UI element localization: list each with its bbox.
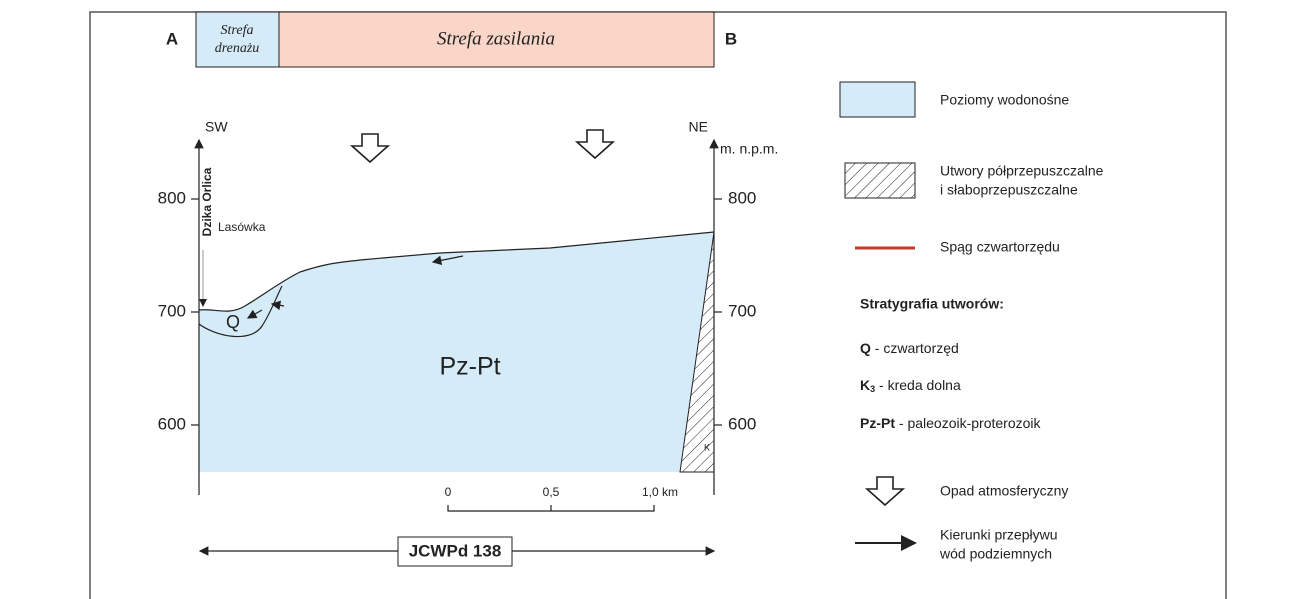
legend-unit: Q - czwartorzęd: [860, 340, 959, 356]
legend-label: Utwory półprzepuszczalne: [940, 163, 1104, 179]
scale-bar: [447, 505, 655, 512]
direction: SW: [205, 119, 228, 135]
legend-unit: K3 - kreda dolna: [860, 377, 961, 395]
legend-unit: Pz-Pt - paleozoik-proterozoik: [860, 415, 1042, 431]
text-part: K: [860, 377, 870, 393]
unit-pzpt: Pz-Pt: [439, 353, 500, 381]
unit-q: Q: [226, 312, 240, 332]
scale-label: 0: [445, 485, 452, 499]
marker: B: [725, 29, 737, 48]
surface: [198, 231, 715, 312]
drainage-zone: [195, 11, 280, 68]
legend-title: Stratygrafia utworów:: [860, 296, 1004, 312]
aquifer: [199, 232, 714, 472]
text-part: Pz-Pt: [860, 415, 895, 431]
text-part: 3: [870, 384, 875, 394]
text-part: - czwartorzęd: [871, 340, 959, 356]
zone-label: Strefa zasilania: [437, 28, 555, 49]
unit-k: K: [704, 442, 710, 452]
text-part: - kreda dolna: [875, 377, 961, 393]
ticks: [191, 198, 722, 426]
legend-label: i słaboprzepuszczalne: [940, 182, 1078, 198]
tick-label: 600: [728, 414, 756, 433]
stream-label: Lasówka: [218, 220, 266, 234]
legend-label: wód podziemnych: [939, 546, 1052, 562]
river-label: Dzika Orlica: [200, 167, 214, 236]
unit: m. n.p.m.: [720, 141, 778, 157]
legend-label: Kierunki przepływu: [940, 527, 1058, 543]
scale-label: 1,0 km: [642, 485, 678, 499]
scale-label: 0,5: [543, 485, 560, 499]
legend-swatch: [839, 81, 916, 118]
precipitation-arrow: [349, 133, 391, 164]
text-part: Q: [860, 340, 871, 356]
legend-label: Poziomy wodonośne: [940, 92, 1069, 108]
direction: NE: [689, 119, 708, 135]
flow-arrow: [270, 300, 285, 311]
legend-swatch: [844, 162, 916, 199]
zone-label: Strefa: [221, 23, 254, 38]
legend-swatch: [864, 476, 906, 507]
body-box: [397, 536, 513, 567]
recharge-zone: [278, 11, 715, 68]
tick-label: 700: [158, 301, 186, 320]
text-part: - paleozoik-proterozoik: [895, 415, 1042, 431]
body-label: JCWPd 138: [409, 541, 502, 560]
tick-label: 700: [728, 301, 756, 320]
flow-arrow: [431, 255, 464, 266]
quaternary-lens: [198, 285, 283, 338]
flow-arrow: [246, 309, 263, 319]
precipitation-arrow: [574, 129, 616, 160]
zone-label: drenażu: [215, 41, 260, 56]
marker: A: [166, 29, 178, 48]
legend-label: Spąg czwartorzędu: [940, 239, 1060, 255]
tick-label: 800: [728, 188, 756, 207]
legend-label: Opad atmosferyczny: [940, 483, 1068, 499]
tick-label: 800: [158, 188, 186, 207]
tick-label: 600: [158, 414, 186, 433]
